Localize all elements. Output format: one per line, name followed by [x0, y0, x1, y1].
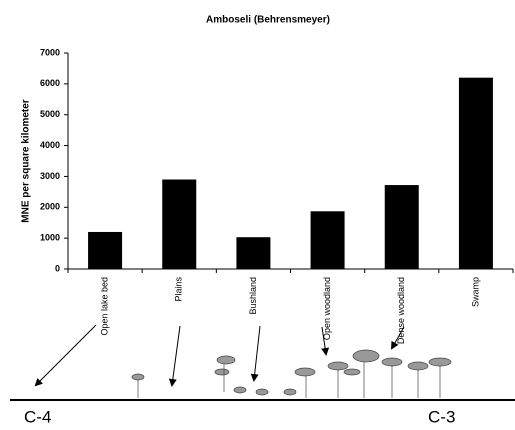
bar [88, 231, 123, 269]
annotation: C-3 [428, 407, 455, 426]
chart-title: Amboseli (Behrensmeyer) [206, 15, 330, 26]
annotation: C-4 [24, 407, 51, 426]
landscape [10, 324, 515, 401]
x-tick-label: Open woodland [322, 277, 332, 340]
bar [310, 211, 345, 269]
y-tick-label: 3000 [40, 171, 60, 181]
y-axis-label: MNE per square kilometer [21, 99, 32, 222]
x-tick-label: Dense woodland [396, 277, 406, 344]
x-tick-label: Open lake bed [99, 277, 109, 336]
y-tick-label: 6000 [40, 78, 60, 88]
x-tick-label: Swamp [470, 277, 480, 307]
x-tick-label: Bushland [248, 277, 258, 315]
y-tick-label: 7000 [40, 47, 60, 57]
bar [236, 237, 271, 269]
x-tick-label: Plains [174, 277, 184, 302]
y-tick-label: 4000 [40, 140, 60, 150]
y-tick-label: 1000 [40, 233, 60, 243]
bar [384, 185, 419, 269]
bar [162, 179, 197, 269]
bar [458, 77, 493, 269]
y-tick-label: 2000 [40, 202, 60, 212]
y-tick-label: 0 [55, 263, 60, 273]
y-tick-label: 5000 [40, 109, 60, 119]
